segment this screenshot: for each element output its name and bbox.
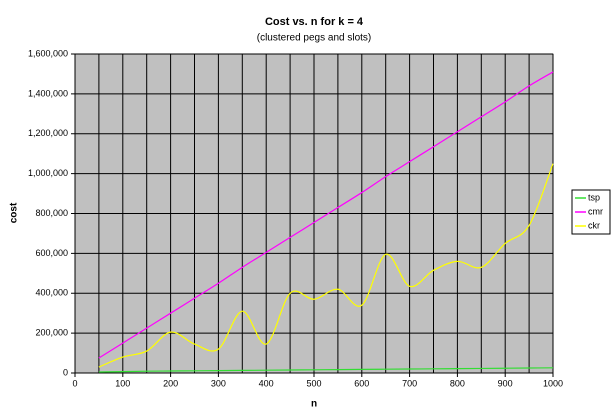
x-tick-label: 500	[306, 378, 321, 388]
x-tick-label: 300	[211, 378, 226, 388]
x-tick-label: 100	[115, 378, 130, 388]
legend-label: cmr	[588, 206, 603, 216]
series-line	[98, 367, 554, 373]
y-tick-label: 1,000,000	[28, 168, 68, 178]
x-axis-label: n	[311, 399, 317, 410]
series-line	[98, 163, 554, 368]
y-tick-label: 200,000	[35, 328, 68, 338]
y-tick-label: 0	[63, 367, 68, 377]
y-tick-label: 400,000	[35, 288, 68, 298]
series-line	[98, 71, 554, 359]
x-tick-label: 800	[450, 378, 465, 388]
y-axis-label: cost	[9, 202, 20, 223]
y-tick-label: 1,200,000	[28, 128, 68, 138]
x-tick-label: 900	[498, 378, 513, 388]
chart-title: Cost vs. n for k = 4	[265, 16, 364, 28]
y-tick-label: 1,600,000	[28, 48, 68, 58]
x-tick-label: 600	[354, 378, 369, 388]
y-tick-label: 1,400,000	[28, 88, 68, 98]
y-tick-label: 800,000	[35, 208, 68, 218]
x-tick-label: 200	[163, 378, 178, 388]
x-tick-label: 0	[72, 378, 77, 388]
legend-label: tsp	[588, 192, 600, 202]
chart-subtitle: (clustered pegs and slots)	[257, 33, 372, 44]
legend-label: ckr	[588, 220, 600, 230]
x-tick-label: 1000	[543, 378, 563, 388]
y-tick-label: 600,000	[35, 248, 68, 258]
x-tick-label: 400	[259, 378, 274, 388]
x-tick-label: 700	[402, 378, 417, 388]
